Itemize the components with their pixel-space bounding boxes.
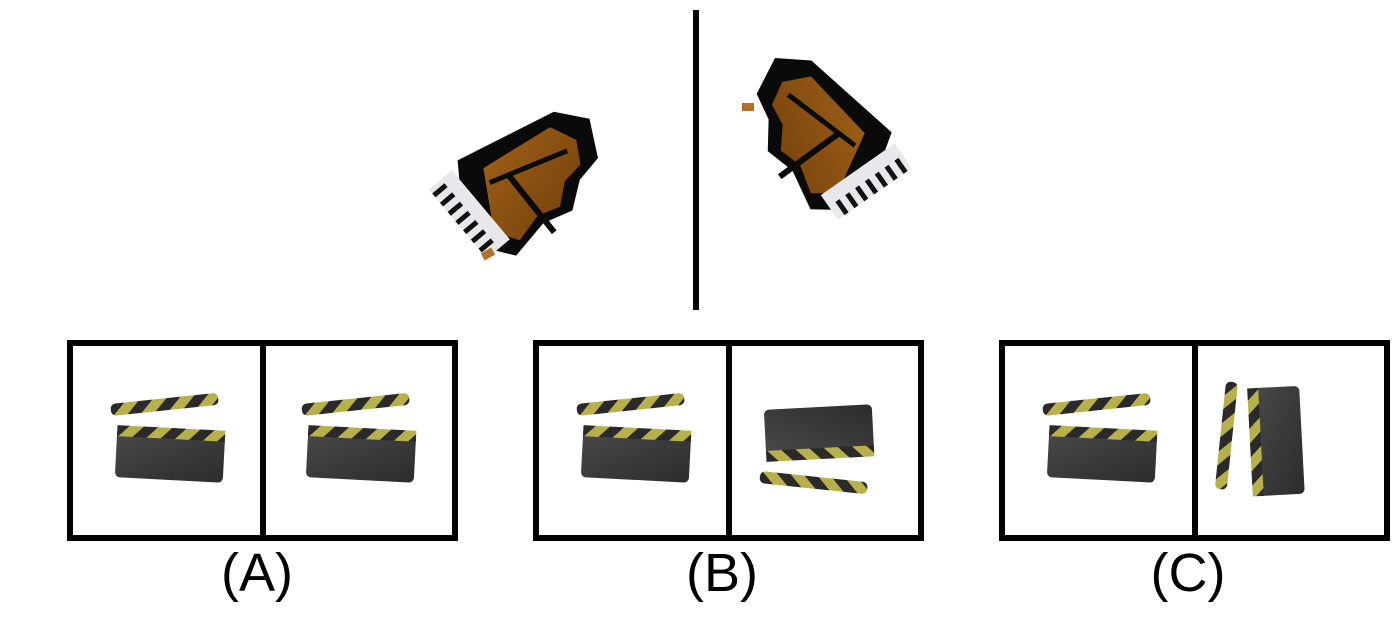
right-piano-view	[710, 45, 940, 235]
clapperboard-icon	[1042, 392, 1158, 483]
vertical-divider	[693, 10, 699, 310]
option-a-label: (A)	[221, 543, 293, 603]
option-a-divider	[260, 346, 266, 535]
piano-icon	[710, 45, 940, 235]
option-c-right-view	[1198, 346, 1385, 535]
left-piano-view	[420, 70, 620, 300]
option-b-right-view	[732, 346, 919, 535]
option-b-label: (B)	[686, 543, 758, 603]
option-c-left-view	[1005, 346, 1192, 535]
clapperboard-icon	[110, 392, 226, 483]
option-b-left-view	[539, 346, 726, 535]
option-b-divider	[726, 346, 732, 535]
clapperboard-icon	[301, 392, 417, 483]
option-b-panel[interactable]	[533, 340, 924, 541]
option-a-right-view	[266, 346, 453, 535]
option-c-label: (C)	[1150, 543, 1226, 603]
clapperboard-icon	[1214, 381, 1305, 497]
option-a-panel[interactable]	[67, 340, 458, 541]
option-c-panel[interactable]	[999, 340, 1390, 541]
piano-icon	[420, 70, 620, 300]
option-c-divider	[1192, 346, 1198, 535]
clapperboard-icon	[759, 404, 875, 495]
clapperboard-icon	[576, 392, 692, 483]
option-a-left-view	[73, 346, 260, 535]
